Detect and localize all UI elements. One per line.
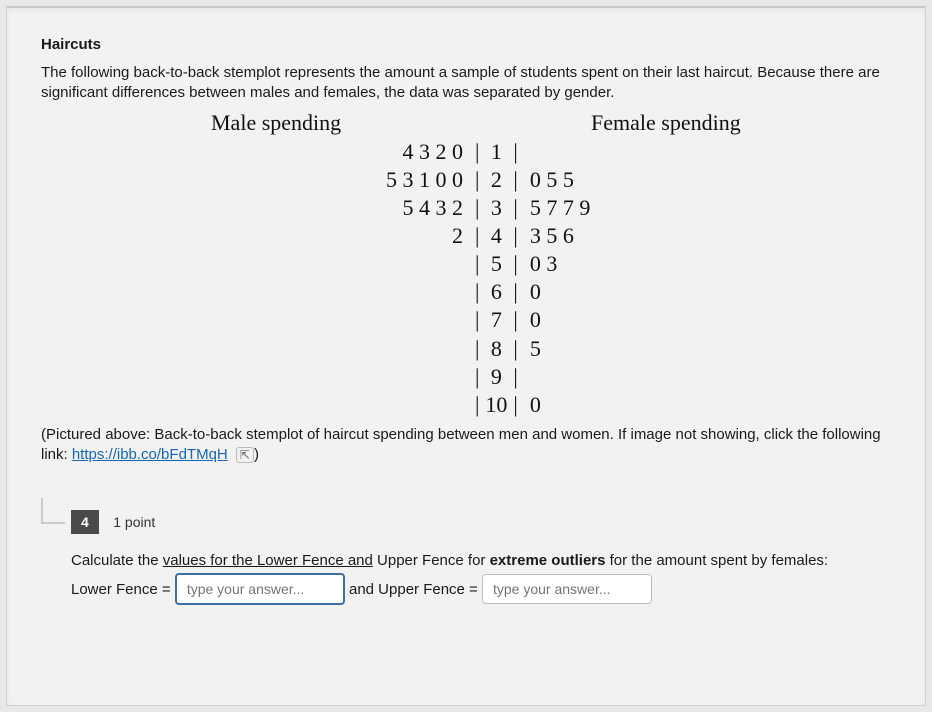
- stemplot-row: 4 3 2 0|1|: [41, 138, 891, 166]
- stem-value: 5: [483, 250, 509, 278]
- question-bracket-icon: [41, 498, 65, 524]
- stemplot-row: 2|4|3 5 6: [41, 222, 891, 250]
- stemplot-row: |6|0: [41, 278, 891, 306]
- bar-divider: |: [471, 166, 483, 194]
- stem-value: 3: [483, 194, 509, 222]
- upper-fence-label: and Upper Fence =: [349, 581, 482, 598]
- stem-value: 1: [483, 138, 509, 166]
- bar-divider: |: [471, 138, 483, 166]
- question-block: 4 1 point Calculate the values for the L…: [71, 510, 891, 606]
- lower-fence-label: Lower Fence =: [71, 581, 175, 598]
- prompt-mid: Upper Fence for: [373, 552, 490, 569]
- bar-divider: |: [509, 166, 521, 194]
- stemplot-row: 5 4 3 2|3|5 7 7 9: [41, 194, 891, 222]
- question-text: Calculate the values for the Lower Fence…: [71, 548, 891, 606]
- figure-caption: (Pictured above: Back-to-back stemplot o…: [41, 425, 891, 466]
- question-page: Haircuts The following back-to-back stem…: [6, 6, 926, 706]
- bar-divider: |: [471, 306, 483, 334]
- section-title: Haircuts: [41, 36, 891, 53]
- bar-divider: |: [509, 222, 521, 250]
- bar-divider: |: [471, 250, 483, 278]
- question-number: 4: [71, 510, 99, 534]
- question-points: 1 point: [113, 514, 155, 530]
- stemplot-row: 5 3 1 0 0|2|0 5 5: [41, 166, 891, 194]
- stemplot-row: |10|0: [41, 391, 891, 419]
- female-leaves: 5: [522, 335, 541, 363]
- male-leaves: 5 4 3 2: [41, 194, 471, 222]
- bar-divider: |: [471, 335, 483, 363]
- female-leaves: 5 7 7 9: [522, 194, 591, 222]
- stem-value: 4: [483, 222, 509, 250]
- bar-divider: |: [471, 222, 483, 250]
- upper-fence-input[interactable]: [482, 574, 652, 604]
- bar-divider: |: [509, 250, 521, 278]
- bar-divider: |: [509, 391, 521, 419]
- female-leaves: 0 3: [522, 250, 558, 278]
- bar-divider: |: [509, 278, 521, 306]
- bar-divider: |: [509, 306, 521, 334]
- stem-value: 10: [483, 391, 509, 419]
- prompt-bold: extreme outliers: [490, 552, 606, 569]
- male-leaves: 5 3 1 0 0: [41, 166, 471, 194]
- prompt-pre: Calculate the: [71, 552, 163, 569]
- female-leaves: 0: [522, 278, 541, 306]
- external-link-icon: ⇱: [236, 447, 254, 463]
- stemplot-body: 4 3 2 0|1|5 3 1 0 0|2|0 5 55 4 3 2|3|5 7…: [41, 138, 891, 420]
- bar-divider: |: [509, 335, 521, 363]
- female-leaves: 0 5 5: [522, 166, 574, 194]
- lower-fence-input[interactable]: [175, 573, 345, 605]
- stem-value: 2: [483, 166, 509, 194]
- stemplot-row: |7|0: [41, 306, 891, 334]
- stemplot-row: |5|0 3: [41, 250, 891, 278]
- bar-divider: |: [509, 194, 521, 222]
- bar-divider: |: [471, 194, 483, 222]
- caption-text-post: ): [254, 446, 259, 463]
- stemplot-row: |9|: [41, 363, 891, 391]
- bar-divider: |: [471, 278, 483, 306]
- bar-divider: |: [509, 363, 521, 391]
- female-leaves: 3 5 6: [522, 222, 574, 250]
- section-description: The following back-to-back stemplot repr…: [41, 63, 891, 104]
- stem-value: 9: [483, 363, 509, 391]
- image-link[interactable]: https://ibb.co/bFdTMqH: [72, 446, 228, 463]
- stem-value: 6: [483, 278, 509, 306]
- female-leaves: 0: [522, 391, 541, 419]
- stemplot-headings: Male spending Female spending: [211, 110, 891, 136]
- female-heading: Female spending: [481, 110, 781, 136]
- male-leaves: 4 3 2 0: [41, 138, 471, 166]
- bar-divider: |: [509, 138, 521, 166]
- stemplot-figure: Male spending Female spending 4 3 2 0|1|…: [41, 110, 891, 420]
- stemplot-row: |8|5: [41, 335, 891, 363]
- female-leaves: 0: [522, 306, 541, 334]
- bar-divider: |: [471, 391, 483, 419]
- bar-divider: |: [471, 363, 483, 391]
- male-heading: Male spending: [211, 110, 481, 136]
- prompt-after: for the amount spent by females:: [605, 552, 828, 569]
- stem-value: 8: [483, 335, 509, 363]
- prompt-underlined: values for the Lower Fence and: [163, 552, 373, 569]
- male-leaves: 2: [41, 222, 471, 250]
- stem-value: 7: [483, 306, 509, 334]
